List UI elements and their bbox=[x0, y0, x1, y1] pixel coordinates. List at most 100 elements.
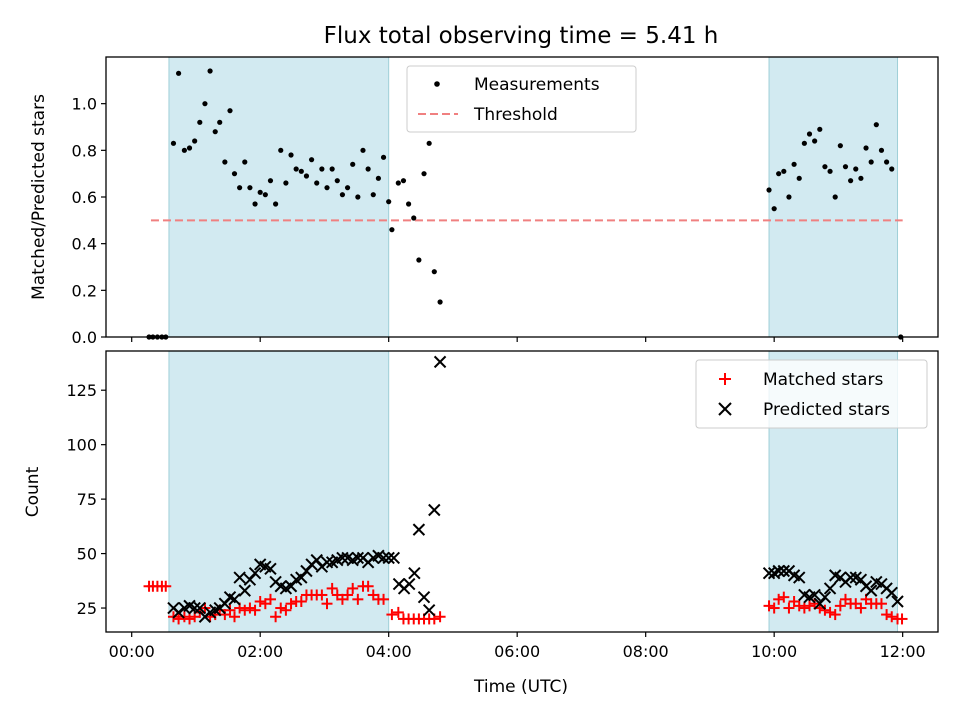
matched-star-point bbox=[804, 600, 816, 612]
measurement-point bbox=[796, 175, 802, 181]
predicted-star-point bbox=[233, 571, 246, 584]
x-tick-label: 02:00 bbox=[237, 642, 283, 661]
observing-interval-band bbox=[168, 351, 389, 632]
measurement-point bbox=[837, 143, 843, 149]
x-stroke bbox=[422, 604, 436, 617]
measurement-point bbox=[426, 140, 432, 146]
matched-star-point bbox=[778, 591, 790, 603]
x-tick-label: 08:00 bbox=[623, 642, 669, 661]
matched-star-point bbox=[855, 602, 867, 614]
measurement-point bbox=[247, 185, 253, 191]
matched-star-point bbox=[224, 604, 236, 616]
matched-star-point bbox=[249, 604, 261, 616]
y-axis-label: Count bbox=[23, 466, 43, 517]
predicted-star-point bbox=[228, 593, 241, 606]
matched-star-point bbox=[773, 593, 785, 605]
ratio-plot-frame bbox=[105, 56, 939, 338]
predicted-star-point bbox=[238, 584, 251, 597]
measurement-point bbox=[308, 157, 315, 163]
x-stroke bbox=[777, 564, 791, 578]
matched-star-point bbox=[886, 611, 898, 623]
measurement-point bbox=[192, 138, 198, 144]
measurement-point bbox=[212, 129, 218, 135]
matched-star-point bbox=[342, 589, 354, 601]
measurement-point bbox=[293, 166, 299, 172]
matched-star-point bbox=[768, 602, 780, 614]
measurement-point bbox=[329, 166, 335, 172]
measurement-point bbox=[355, 194, 361, 200]
x-tick-label: 10:00 bbox=[751, 642, 797, 661]
x-stroke bbox=[387, 551, 401, 565]
measurement-point bbox=[812, 138, 818, 144]
y-tick-label: 75 bbox=[77, 490, 97, 509]
x-stroke bbox=[823, 582, 837, 595]
measurement-point bbox=[303, 173, 310, 179]
predicted-star-point bbox=[188, 601, 201, 615]
matched-star-point bbox=[362, 580, 374, 592]
predicted-star-point bbox=[412, 523, 426, 536]
x-stroke bbox=[793, 571, 806, 584]
x-stroke bbox=[417, 590, 431, 604]
matched-star-point bbox=[326, 582, 338, 594]
y-tick-label: 0.6 bbox=[72, 188, 97, 207]
measurement-point bbox=[278, 147, 284, 153]
legend-frame bbox=[695, 359, 928, 429]
x-stroke bbox=[412, 523, 426, 536]
legend-label-predicted: Predicted stars bbox=[763, 400, 890, 420]
x-stroke bbox=[844, 571, 857, 584]
x-stroke bbox=[310, 553, 323, 567]
matched-star-point bbox=[347, 582, 359, 594]
measurement-point bbox=[817, 126, 823, 132]
x-stroke bbox=[891, 595, 904, 608]
matched-star-point bbox=[160, 580, 172, 592]
matched-star-point bbox=[316, 589, 328, 601]
measurement-point bbox=[175, 70, 182, 76]
x-stroke bbox=[183, 599, 196, 613]
measurement-point bbox=[283, 180, 289, 186]
matched-star-point bbox=[819, 604, 831, 616]
predicted-star-point bbox=[891, 595, 904, 608]
measurement-point bbox=[334, 178, 340, 184]
matched-star-point bbox=[280, 604, 292, 616]
x-stroke bbox=[253, 558, 267, 571]
measurement-point bbox=[370, 192, 376, 198]
measurement-point bbox=[237, 185, 243, 191]
measurement-point bbox=[181, 147, 187, 153]
measurement-point bbox=[853, 166, 859, 172]
y-tick-label: 0.2 bbox=[72, 281, 97, 300]
x-stroke bbox=[377, 551, 390, 565]
predicted-star-point bbox=[762, 566, 776, 580]
measurement-point bbox=[314, 180, 320, 186]
measurement-point bbox=[848, 178, 854, 184]
y-tick-label: 100 bbox=[66, 436, 97, 455]
y-tick-label: 1.0 bbox=[72, 95, 97, 114]
predicted-star-point bbox=[777, 564, 791, 578]
matched-star-point bbox=[352, 593, 364, 605]
x-axis-ticks: 00:00 02:00 04:00 06:00 08:00 10:00 12:00 bbox=[109, 632, 926, 661]
measurement-point bbox=[832, 194, 838, 200]
predicted-star-point bbox=[320, 556, 334, 569]
measurement-point bbox=[267, 178, 274, 184]
y-tick-label: 25 bbox=[77, 599, 97, 618]
measurement-point bbox=[375, 175, 382, 181]
x-stroke bbox=[849, 571, 862, 584]
matched-star-point bbox=[239, 604, 251, 616]
predicted-star-point bbox=[264, 562, 277, 576]
matched-star-point bbox=[763, 600, 775, 612]
x-stroke bbox=[408, 566, 421, 580]
measurement-point bbox=[344, 185, 351, 191]
x-stroke bbox=[787, 569, 801, 582]
x-stroke bbox=[341, 551, 354, 565]
x-stroke bbox=[248, 566, 262, 580]
measurement-point bbox=[207, 68, 213, 74]
x-axis-label: Time (UTC) bbox=[473, 677, 568, 697]
predicted-star-point bbox=[428, 503, 441, 517]
measurement-point bbox=[257, 189, 263, 195]
measurement-point bbox=[324, 185, 330, 191]
legend-plus-icon bbox=[719, 373, 731, 385]
predicted-star-point bbox=[772, 564, 785, 578]
measurement-point bbox=[437, 299, 443, 305]
predicted-star-point bbox=[823, 582, 837, 595]
measurement-point bbox=[273, 201, 279, 207]
